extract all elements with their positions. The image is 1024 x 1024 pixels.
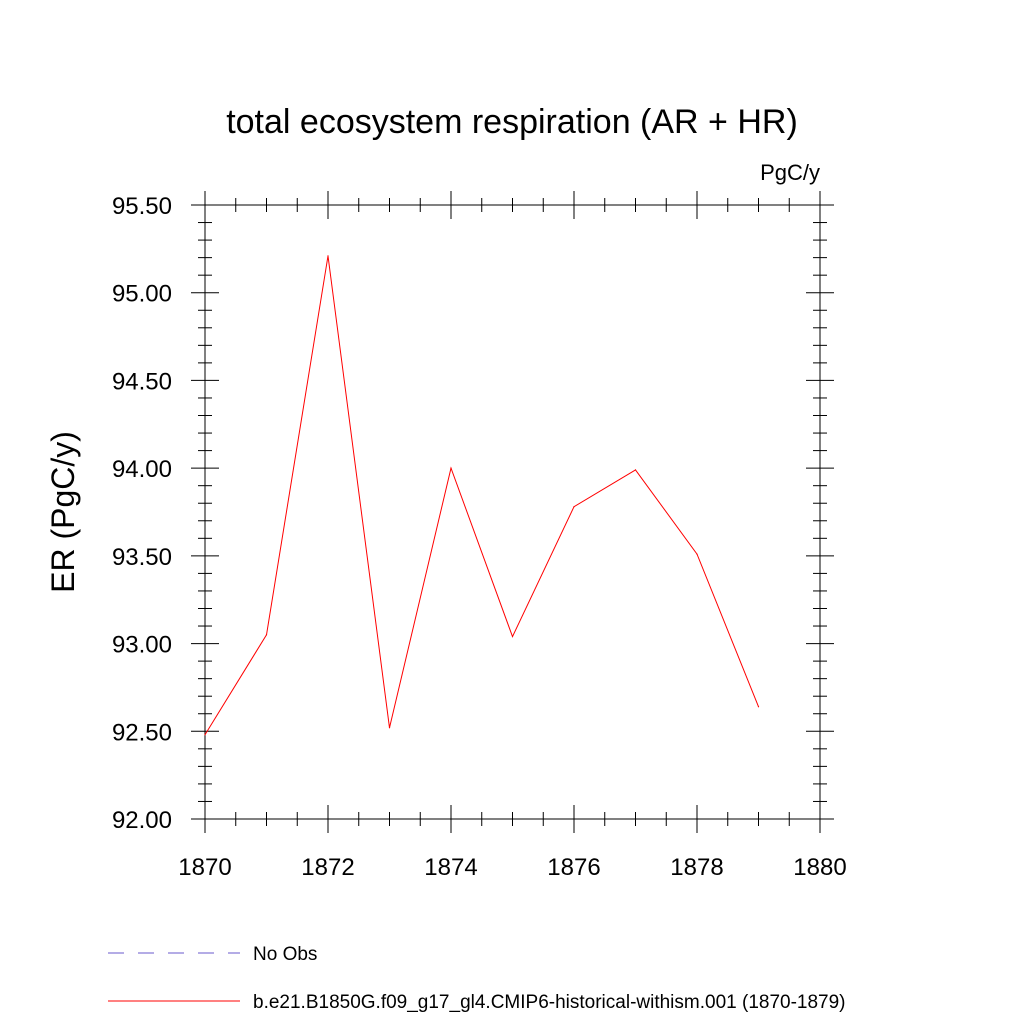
data-point [265,634,268,636]
y-tick-label: 93.50 [112,544,172,571]
chart-title: total ecosystem respiration (AR + HR) [226,103,798,141]
y-tick-label: 92.50 [112,719,172,746]
y-tick-label: 95.00 [112,281,172,308]
y-tick-label: 92.00 [112,807,172,834]
data-point [511,635,514,638]
x-tick-label: 1872 [301,854,354,881]
x-tick-labels: 1870 1872 1874 1876 1878 1880 [178,854,846,881]
data-point [388,727,391,729]
plot-frame [204,204,821,820]
x-tick-label: 1870 [178,854,231,881]
data-point [573,506,575,508]
legend-label: No Obs [253,944,317,965]
x-tick-label: 1880 [793,854,846,881]
y-tick-label: 93.00 [112,632,172,659]
legend-label: b.e21.B1850G.f09_g17_gl4.CMIP6-historica… [253,992,846,1013]
data-point [327,255,329,257]
x-tick-label: 1876 [547,854,600,881]
series-layer [204,255,760,736]
x-tick-label: 1878 [670,854,723,881]
y-tick-label: 95.50 [112,193,172,220]
data-point [696,553,698,555]
x-tick-label: 1874 [424,854,477,881]
y-tick-label: 94.50 [112,368,172,395]
data-point [757,706,760,708]
data-point [450,467,452,469]
data-point [634,469,637,471]
units-label: PgC/y [760,160,820,185]
y-tick-labels: 92.00 92.50 93.00 93.50 94.00 94.50 95.00 95.50 [112,193,172,834]
ticks-layer [191,191,834,833]
legend: No Obs b.e21.B1850G.f09_g17_gl4.CMIP6-his… [108,944,846,1013]
series-line [204,255,759,736]
y-tick-label: 94.00 [112,456,172,483]
y-axis-label: ER (PgC/y) [45,431,81,593]
data-point [204,734,206,736]
